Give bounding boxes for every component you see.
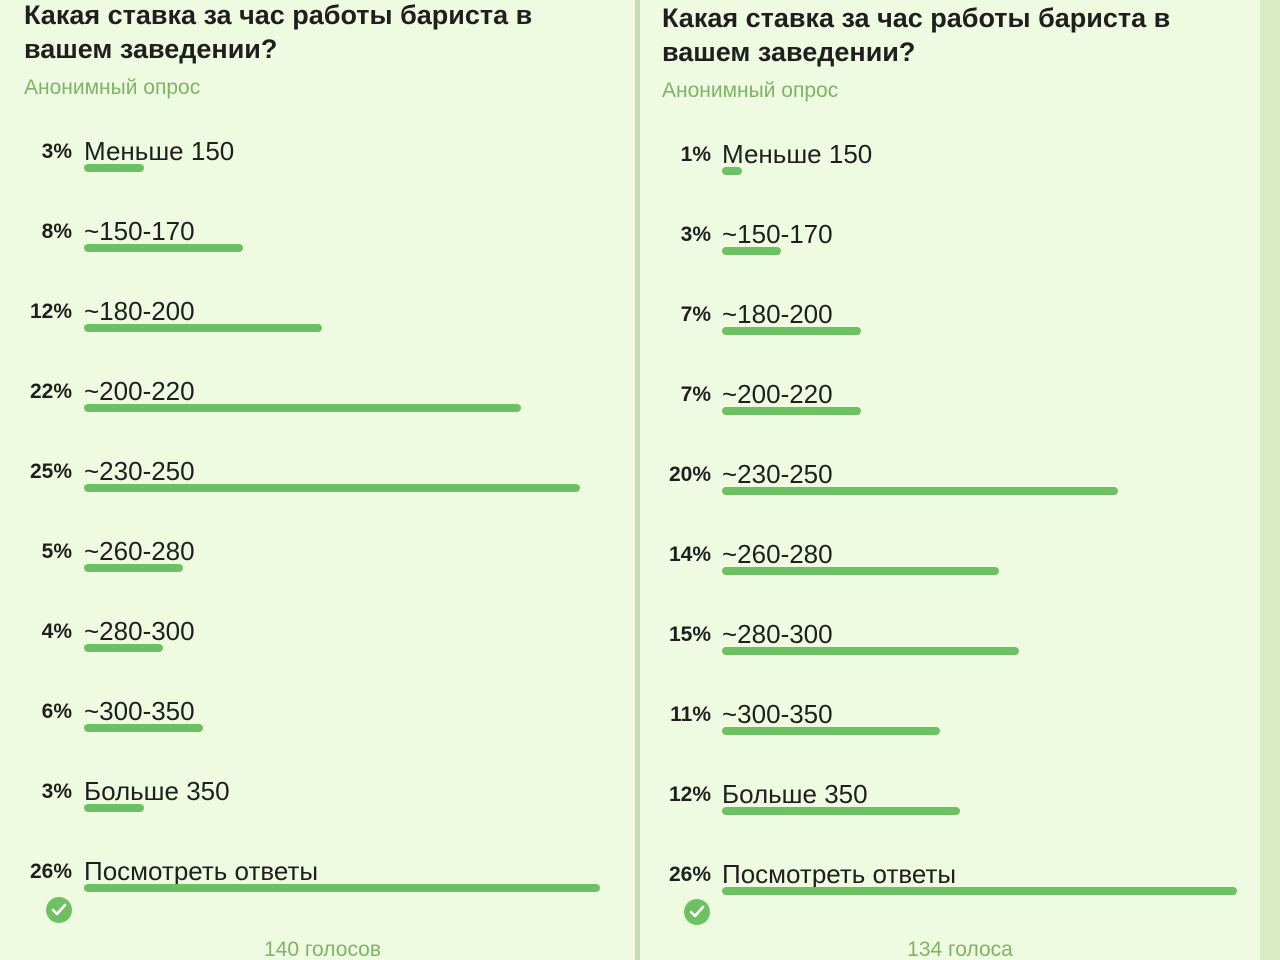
option-result-bar [722,167,742,175]
option-label: Посмотреть ответы [84,856,319,886]
option-label: Больше 350 [84,776,230,806]
poll-option-chosen[interactable]: 26% Посмотреть ответы [640,859,1260,925]
option-result-bar [722,407,861,415]
poll-option[interactable]: 6% ~300-350 [0,696,635,757]
option-label: ~300-350 [84,696,195,726]
option-result-bar [84,724,203,732]
poll-option[interactable]: 12% Больше 350 [640,779,1260,840]
total-votes[interactable]: 140 голосов [263,938,382,960]
option-result-bar [84,404,521,412]
poll-card-right: Какая ставка за час работы бариста в ваш… [640,0,1260,960]
option-percent: 5% [41,540,72,563]
option-result-bar [84,564,183,572]
option-percent: 7% [680,383,711,406]
option-result-bar [722,247,781,255]
poll-option[interactable]: 4% ~280-300 [0,616,635,677]
option-percent: 3% [41,140,72,163]
option-label: ~260-280 [722,539,833,569]
poll-option[interactable]: 11% ~300-350 [640,699,1260,760]
option-label: ~200-220 [722,379,833,409]
poll-option[interactable]: 3% Меньше 150 [0,136,635,197]
poll-option-chosen[interactable]: 26% Посмотреть ответы [0,856,635,923]
option-result-bar [722,487,1118,495]
option-result-bar [722,327,861,335]
option-result-bar [722,727,940,735]
option-result-bar [84,884,600,892]
option-percent: 12% [29,300,72,323]
option-label: ~280-300 [722,619,833,649]
option-result-bar [84,804,144,812]
option-label: Посмотреть ответы [722,859,957,889]
poll-option[interactable]: 3% ~150-170 [640,219,1260,280]
poll-option[interactable]: 8% ~150-170 [0,216,635,277]
option-result-bar [84,164,144,172]
option-percent: 6% [41,700,72,723]
option-label: ~150-170 [722,219,833,249]
poll-option[interactable]: 15% ~280-300 [640,619,1260,680]
option-label: Больше 350 [722,779,868,809]
option-percent: 8% [41,220,72,243]
option-percent: 3% [41,780,72,803]
option-percent: 26% [29,860,72,883]
option-label: ~180-200 [722,299,833,329]
option-percent: 12% [668,783,711,806]
poll-option[interactable]: 25% ~230-250 [0,456,635,517]
option-result-bar [84,644,163,652]
option-label: ~300-350 [722,699,833,729]
option-percent: 3% [680,223,711,246]
poll-option[interactable]: 5% ~260-280 [0,536,635,597]
option-label: Меньше 150 [84,136,235,166]
option-label: ~280-300 [84,616,195,646]
poll-option[interactable]: 3% Больше 350 [0,776,635,837]
poll-question: Какая ставка за час работы бариста в ваш… [662,3,1171,67]
option-label: ~230-250 [84,456,195,486]
option-label: ~260-280 [84,536,195,566]
poll-question: Какая ставка за час работы бариста в ваш… [24,0,533,64]
option-percent: 4% [41,620,72,643]
option-percent: 1% [680,143,711,166]
option-result-bar [722,887,1237,895]
option-label: ~150-170 [84,216,195,246]
option-percent: 15% [668,623,711,646]
panel-divider [635,0,640,960]
check-circle-icon [684,899,710,925]
option-percent: 25% [29,460,72,483]
poll-option[interactable]: 7% ~200-220 [640,379,1260,440]
option-label: ~180-200 [84,296,195,326]
poll-type-label: Анонимный опрос [24,76,201,99]
option-label: Меньше 150 [722,139,873,169]
option-percent: 26% [668,863,711,886]
option-label: ~200-220 [84,376,195,406]
option-label: ~230-250 [722,459,833,489]
option-percent: 7% [680,303,711,326]
poll-option[interactable]: 20% ~230-250 [640,459,1260,520]
poll-option[interactable]: 7% ~180-200 [640,299,1260,360]
right-edge-strip [1260,0,1280,960]
poll-option[interactable]: 1% Меньше 150 [640,139,1260,200]
option-percent: 20% [668,463,711,486]
option-result-bar [722,807,960,815]
poll-card-left: Какая ставка за час работы бариста в ваш… [0,0,635,960]
option-result-bar [84,324,322,332]
option-percent: 11% [670,703,711,726]
option-result-bar [722,567,999,575]
option-result-bar [722,647,1019,655]
total-votes[interactable]: 134 голоса [907,938,1013,960]
option-result-bar [84,484,580,492]
poll-type-label: Анонимный опрос [662,79,839,102]
poll-option[interactable]: 22% ~200-220 [0,376,635,437]
check-circle-icon [46,897,72,923]
poll-option[interactable]: 12% ~180-200 [0,296,635,357]
option-percent: 22% [29,380,72,403]
option-result-bar [84,244,243,252]
poll-option[interactable]: 14% ~260-280 [640,539,1260,600]
option-percent: 14% [668,543,711,566]
